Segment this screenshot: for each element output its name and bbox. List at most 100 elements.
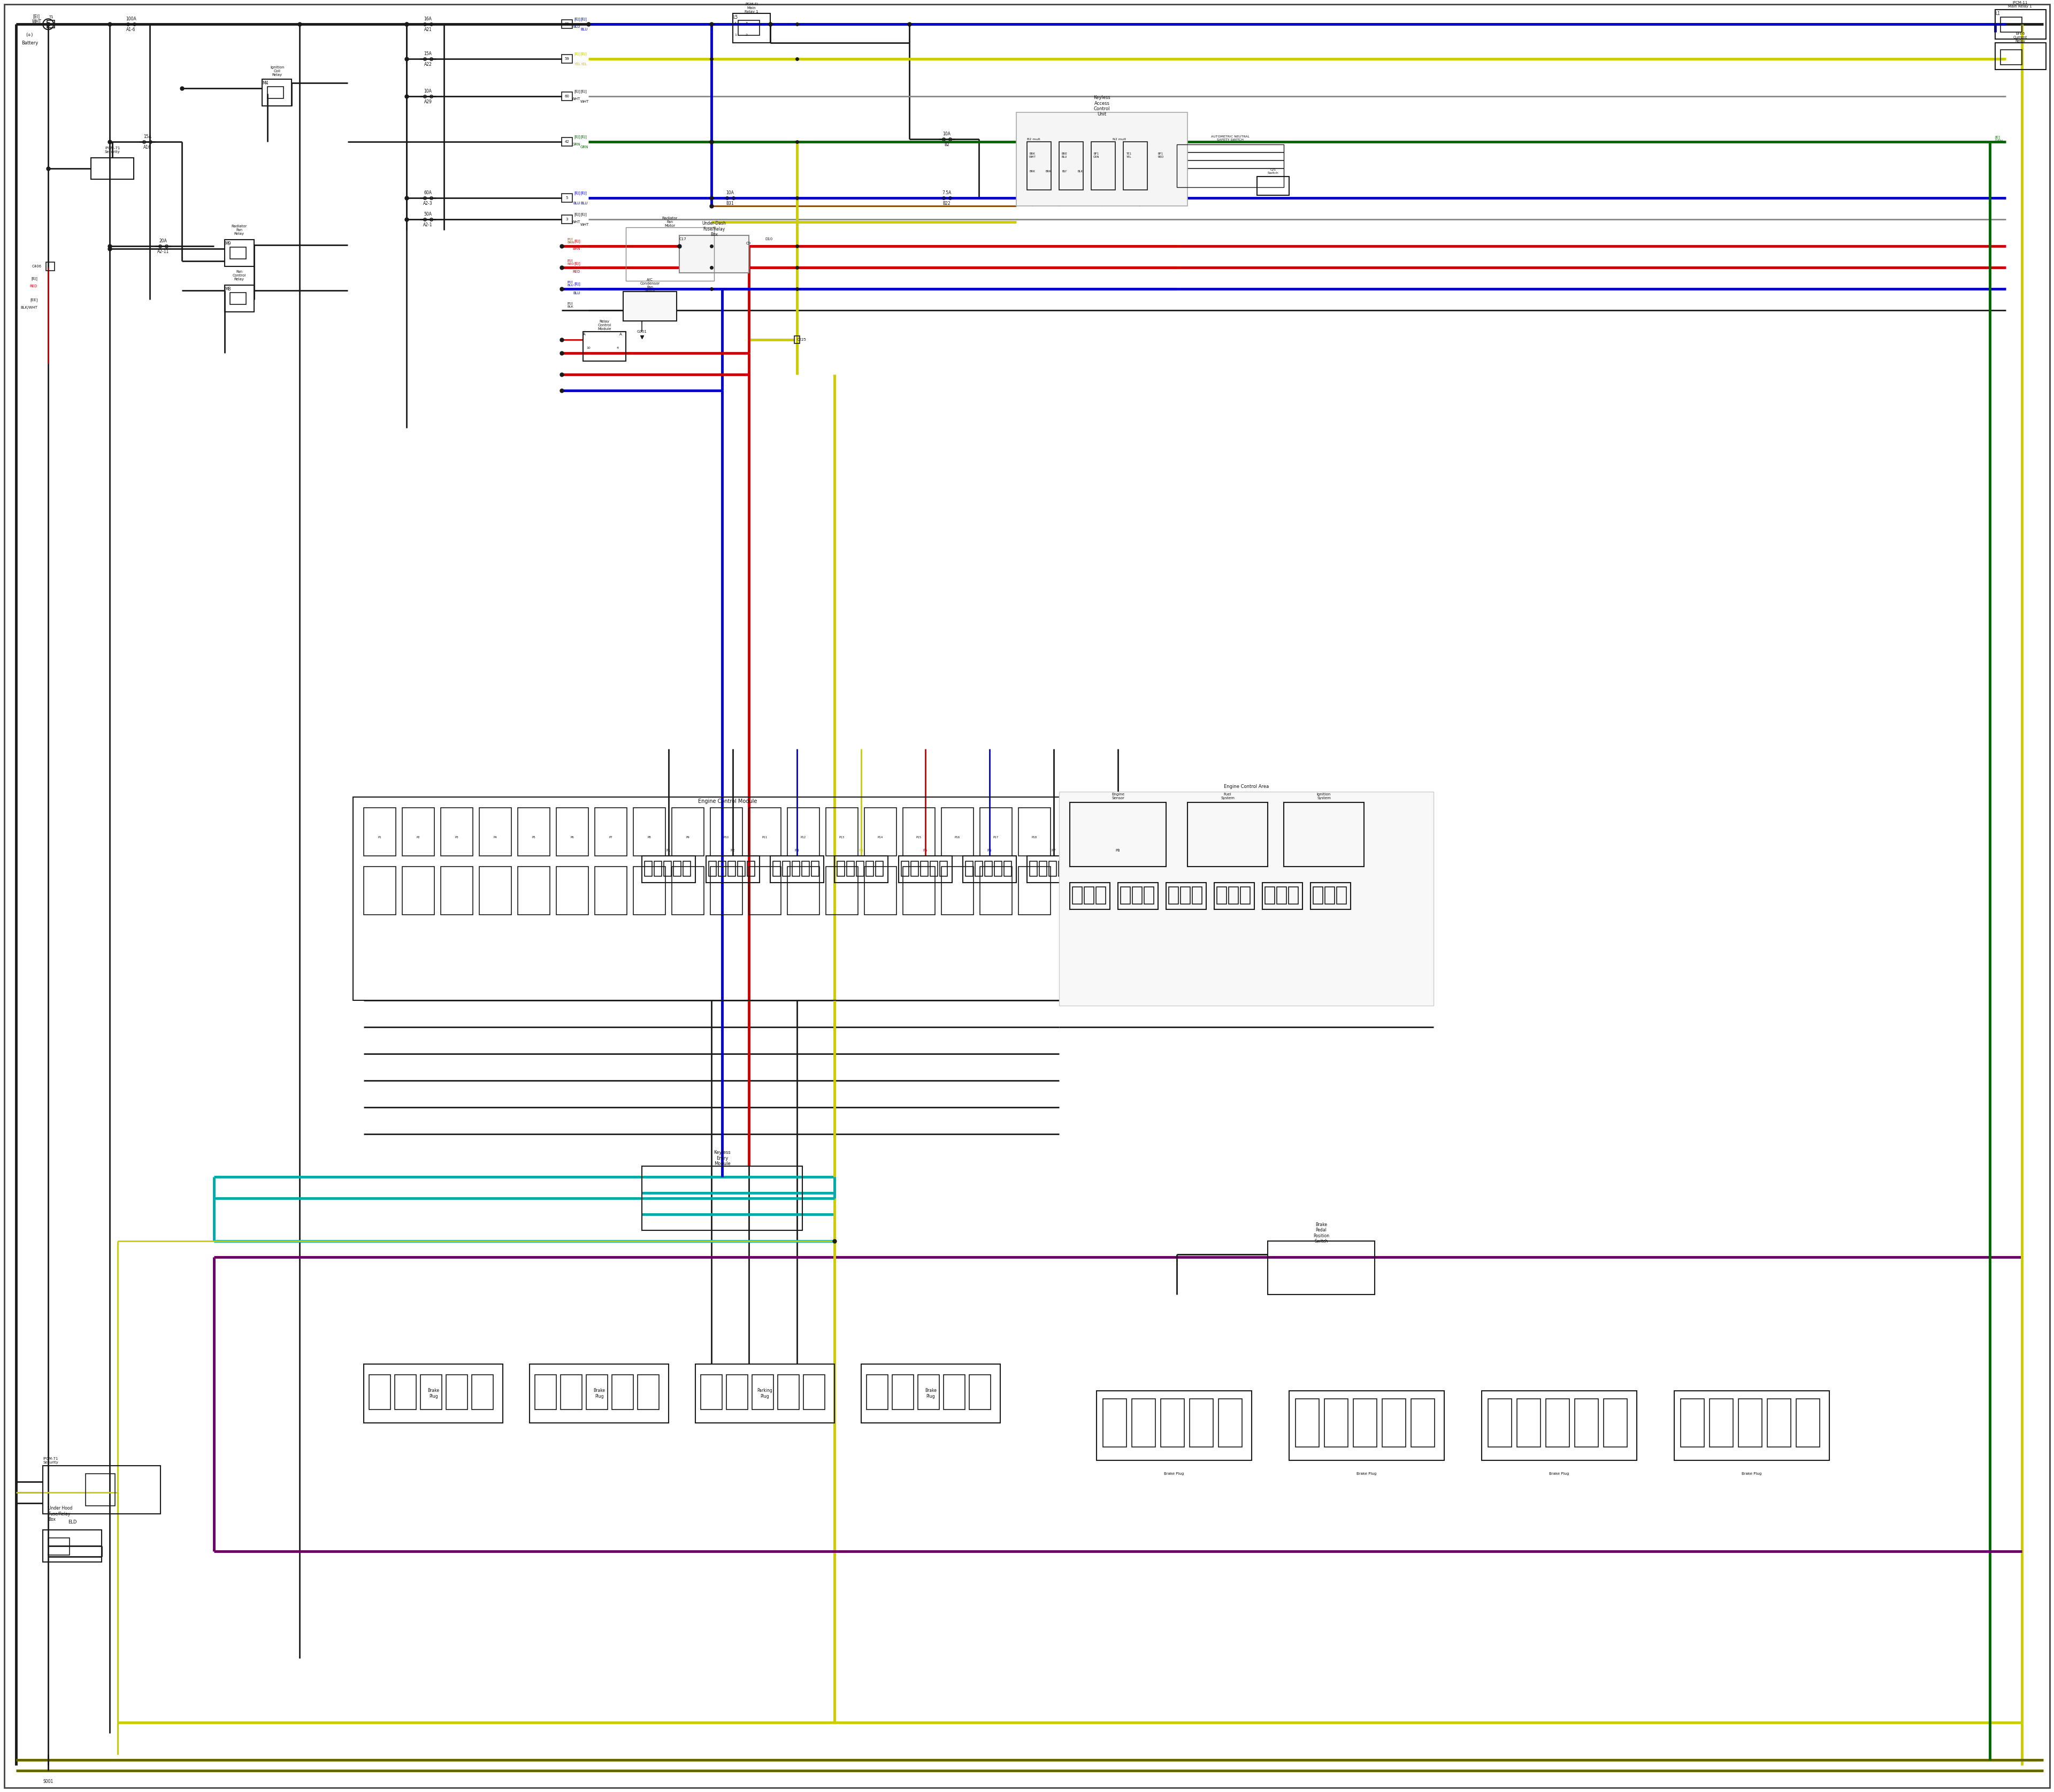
- Bar: [561, 20, 573, 29]
- Text: 50A: 50A: [423, 211, 431, 217]
- Text: [EJ]: [EJ]: [581, 134, 587, 138]
- Bar: [1132, 887, 1142, 905]
- Bar: [1709, 1400, 1734, 1446]
- Text: M4: M4: [263, 81, 269, 86]
- Text: [EJ]: [EJ]: [573, 262, 581, 265]
- Text: P17: P17: [994, 835, 998, 839]
- Bar: [846, 862, 854, 876]
- Bar: [900, 857, 953, 883]
- Text: WHT: WHT: [571, 220, 581, 224]
- Text: 42: 42: [565, 140, 569, 143]
- Bar: [778, 1374, 799, 1410]
- Bar: [727, 1374, 748, 1410]
- Bar: [90, 158, 134, 179]
- Bar: [1097, 1391, 1251, 1460]
- Bar: [1411, 1400, 1434, 1446]
- Text: C406: C406: [33, 265, 41, 269]
- Text: 5: 5: [565, 197, 569, 199]
- Bar: [737, 20, 760, 36]
- Text: B2 mult: B2 mult: [1027, 138, 1039, 140]
- Bar: [984, 862, 992, 876]
- Text: [EJ]: [EJ]: [573, 18, 581, 22]
- Text: BLU: BLU: [573, 292, 581, 296]
- Text: Parking
Plug: Parking Plug: [758, 1389, 772, 1400]
- Bar: [770, 857, 824, 883]
- Text: B2: B2: [945, 142, 949, 147]
- Text: Engine Control Module: Engine Control Module: [698, 799, 758, 805]
- Text: [EJ]: [EJ]: [581, 52, 587, 56]
- Bar: [1189, 1400, 1214, 1446]
- Text: P7: P7: [1052, 849, 1056, 853]
- Text: 2: 2: [746, 34, 748, 36]
- Bar: [446, 1374, 468, 1410]
- Text: [EI]
WHT: [EI] WHT: [31, 14, 41, 23]
- Bar: [920, 862, 928, 876]
- Text: [EJ]: [EJ]: [573, 238, 581, 242]
- Text: B31: B31: [727, 201, 733, 206]
- Text: P14: P14: [877, 835, 883, 839]
- Text: BLK: BLK: [1078, 170, 1082, 172]
- Text: C225: C225: [797, 339, 807, 342]
- Text: Brake
Pedal
Position
Switch: Brake Pedal Position Switch: [1313, 1222, 1329, 1244]
- Text: P5: P5: [532, 835, 536, 839]
- Bar: [1674, 1391, 1830, 1460]
- Text: [EJ]: [EJ]: [573, 90, 581, 93]
- Bar: [1310, 883, 1352, 910]
- Bar: [1284, 803, 1364, 867]
- Bar: [980, 867, 1013, 914]
- Bar: [596, 867, 626, 914]
- Bar: [43, 1466, 160, 1514]
- Bar: [857, 862, 865, 876]
- Text: [EJ]: [EJ]: [573, 281, 581, 285]
- Text: BRN: BRN: [573, 247, 581, 251]
- Text: Brake Plug: Brake Plug: [1549, 1473, 1569, 1475]
- Text: P7: P7: [610, 835, 612, 839]
- Text: 3: 3: [746, 22, 748, 25]
- Bar: [518, 808, 550, 857]
- Bar: [1167, 883, 1206, 910]
- Text: P12: P12: [801, 835, 805, 839]
- Bar: [1144, 887, 1154, 905]
- Bar: [904, 867, 935, 914]
- Bar: [1994, 43, 2046, 70]
- Text: YEL: YEL: [581, 63, 587, 66]
- Bar: [585, 1374, 608, 1410]
- Bar: [1091, 857, 1144, 883]
- Text: P3: P3: [456, 835, 458, 839]
- Bar: [583, 332, 626, 362]
- Bar: [891, 1374, 914, 1410]
- Bar: [561, 1374, 581, 1410]
- Bar: [918, 1374, 939, 1410]
- Bar: [1257, 177, 1290, 195]
- Bar: [1263, 883, 1302, 910]
- Text: IPCM-71
Security: IPCM-71 Security: [43, 1457, 58, 1464]
- Bar: [645, 862, 651, 876]
- Text: 100A: 100A: [125, 16, 136, 22]
- Bar: [472, 1374, 493, 1410]
- Bar: [263, 79, 292, 106]
- Bar: [442, 808, 472, 857]
- Bar: [1177, 145, 1284, 188]
- Bar: [1070, 883, 1109, 910]
- Bar: [865, 867, 896, 914]
- Bar: [612, 1374, 633, 1410]
- Text: Under-Dash
Fuse/Relay
Box: Under-Dash Fuse/Relay Box: [702, 220, 727, 237]
- Bar: [655, 862, 661, 876]
- Bar: [834, 857, 887, 883]
- Bar: [1354, 1400, 1376, 1446]
- Bar: [364, 808, 396, 857]
- Text: L1: L1: [1994, 11, 2001, 16]
- Bar: [672, 808, 705, 857]
- Bar: [267, 86, 283, 99]
- Text: (+): (+): [27, 32, 33, 38]
- Bar: [370, 1374, 390, 1410]
- Bar: [403, 808, 433, 857]
- Text: BLK/WHT: BLK/WHT: [21, 306, 37, 310]
- Bar: [1313, 887, 1323, 905]
- Text: [EJ]: [EJ]: [581, 211, 587, 215]
- Text: EFI-6
Current
Relay: EFI-6 Current Relay: [2013, 32, 2027, 43]
- Bar: [561, 138, 573, 147]
- Bar: [637, 1374, 659, 1410]
- Text: A2-1: A2-1: [423, 222, 433, 228]
- Text: 10A: 10A: [943, 131, 951, 136]
